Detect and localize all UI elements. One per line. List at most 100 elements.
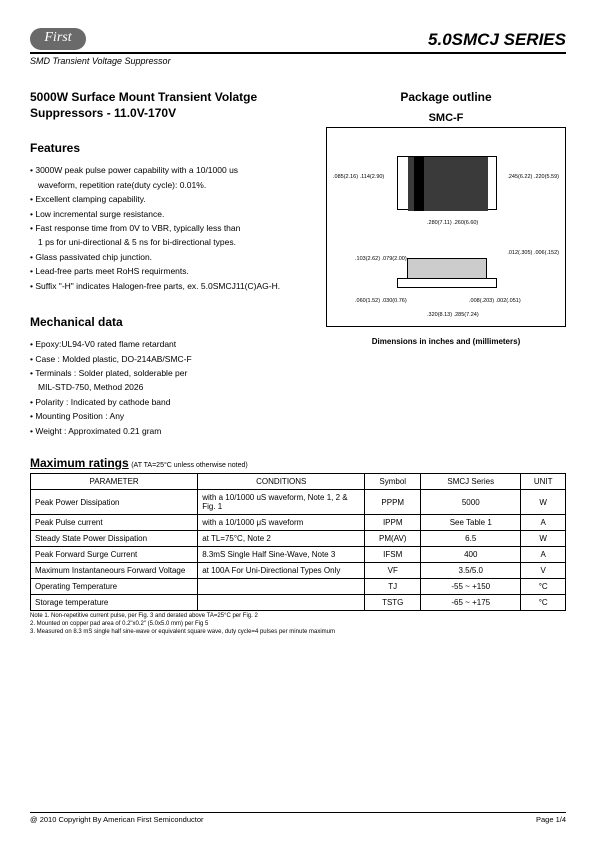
dim-label: .060(1.52) .030(0.76) — [355, 298, 407, 304]
table-row: Peak Power Dissipationwith a 10/1000 uS … — [31, 490, 566, 515]
dim-label: .085(2.16) .114(2.90) — [333, 174, 384, 180]
table-row: Storage temperature TSTG-65 ~ +175°C — [31, 595, 566, 611]
brand-logo: First — [30, 28, 86, 50]
mechanical-list: Epoxy:UL94-V0 rated flame retardantCase … — [30, 337, 308, 438]
table-cell: 400 — [421, 547, 521, 563]
table-cell: TSTG — [365, 595, 421, 611]
package-top-view — [397, 156, 497, 210]
table-cell: with a 10/1000 μS waveform — [198, 515, 365, 531]
list-item: Excellent clamping capability. — [30, 192, 308, 206]
list-item: Terminals : Solder plated, solderable pe… — [30, 366, 308, 380]
table-cell: °C — [521, 595, 566, 611]
table-cell — [198, 579, 365, 595]
table-row: Steady State Power Dissipationat TL=75°C… — [31, 531, 566, 547]
table-cell: Peak Power Dissipation — [31, 490, 198, 515]
features-list: 3000W peak pulse power capability with a… — [30, 163, 308, 293]
list-item: 3000W peak pulse power capability with a… — [30, 163, 308, 177]
note-line: 2. Mounted on copper pad area of 0.2"x0.… — [30, 621, 566, 629]
list-item: Mounting Position : Any — [30, 409, 308, 423]
list-item: Weight : Approximated 0.21 gram — [30, 424, 308, 438]
ratings-conditions-note: (AT TA=25°C unless otherwise noted) — [131, 462, 247, 469]
table-cell: 8.3mS Single Half Sine-Wave, Note 3 — [198, 547, 365, 563]
list-item: Suffix "-H" indicates Halogen-free parts… — [30, 279, 308, 293]
list-item: Lead-free parts meet RoHS requirments. — [30, 264, 308, 278]
table-cell: Peak Pulse current — [31, 515, 198, 531]
dim-label: .008(.203) .002(.051) — [469, 298, 521, 304]
table-cell: V — [521, 563, 566, 579]
table-row: Maximum Instantaneours Forward Voltageat… — [31, 563, 566, 579]
package-outline-title: Package outline — [326, 90, 566, 104]
features-heading: Features — [30, 141, 308, 155]
main-columns: 5000W Surface Mount Transient Volatge Su… — [30, 90, 566, 438]
table-cell: at 100A For Uni-Directional Types Only — [198, 563, 365, 579]
mechanical-heading: Mechanical data — [30, 315, 308, 329]
table-cell: PPPM — [365, 490, 421, 515]
list-item: Polarity : Indicated by cathode band — [30, 395, 308, 409]
list-item: MIL-STD-750, Method 2026 — [30, 380, 308, 394]
table-cell: 3.5/5.0 — [421, 563, 521, 579]
list-item: waveform, repetition rate(duty cycle): 0… — [30, 178, 308, 192]
table-cell: 5000 — [421, 490, 521, 515]
series-title: 5.0SMCJ SERIES — [428, 30, 566, 50]
header-subtitle: SMD Transient Voltage Suppressor — [30, 56, 566, 66]
table-cell: -55 ~ +150 — [421, 579, 521, 595]
table-header: SMCJ Series — [421, 474, 521, 490]
table-cell: 6.5 — [421, 531, 521, 547]
page-number: Page 1/4 — [536, 815, 566, 824]
table-cell: Storage temperature — [31, 595, 198, 611]
note-line: 3. Measured on 8.3 mS single half sine-w… — [30, 629, 566, 637]
table-cell: VF — [365, 563, 421, 579]
copyright-text: @ 2010 Copyright By American First Semic… — [30, 815, 204, 824]
table-cell: at TL=75°C, Note 2 — [198, 531, 365, 547]
table-cell: IFSM — [365, 547, 421, 563]
dim-label: .280(7.11) .260(6.60) — [427, 220, 478, 226]
maximum-ratings-section: Maximum ratings (AT TA=25°C unless other… — [30, 456, 566, 636]
table-cell: Operating Temperature — [31, 579, 198, 595]
list-item: Epoxy:UL94-V0 rated flame retardant — [30, 337, 308, 351]
table-cell: Maximum Instantaneours Forward Voltage — [31, 563, 198, 579]
ratings-heading: Maximum ratings — [30, 456, 129, 470]
table-cell: °C — [521, 579, 566, 595]
list-item: Low incremental surge resistance. — [30, 207, 308, 221]
table-cell: W — [521, 531, 566, 547]
page-footer: @ 2010 Copyright By American First Semic… — [30, 812, 566, 824]
package-side-view — [397, 258, 497, 292]
table-header: PARAMETER — [31, 474, 198, 490]
table-cell: with a 10/1000 uS waveform, Note 1, 2 & … — [198, 490, 365, 515]
table-header: UNIT — [521, 474, 566, 490]
table-cell — [198, 595, 365, 611]
table-header: CONDITIONS — [198, 474, 365, 490]
list-item: Case : Molded plastic, DO-214AB/SMC-F — [30, 352, 308, 366]
table-cell: A — [521, 515, 566, 531]
table-row: Operating Temperature TJ-55 ~ +150°C — [31, 579, 566, 595]
right-column: Package outline SMC-F .085(2.16) .114(2.… — [326, 90, 566, 438]
table-cell: See Table 1 — [421, 515, 521, 531]
dimensions-caption: Dimensions in inches and (millimeters) — [326, 337, 566, 346]
table-cell: IPPM — [365, 515, 421, 531]
note-line: Note 1. Non-repetitive current pulse, pe… — [30, 613, 566, 621]
ratings-notes: Note 1. Non-repetitive current pulse, pe… — [30, 613, 566, 636]
table-row: Peak Pulse currentwith a 10/1000 μS wave… — [31, 515, 566, 531]
left-column: 5000W Surface Mount Transient Volatge Su… — [30, 90, 308, 438]
package-name: SMC-F — [326, 112, 566, 124]
dim-label: .012(.305) .006(.152) — [507, 250, 559, 256]
product-title: 5000W Surface Mount Transient Volatge Su… — [30, 90, 308, 121]
package-drawing: .085(2.16) .114(2.90) .245(6.22) .220(5.… — [326, 127, 566, 327]
ratings-table: PARAMETER CONDITIONS Symbol SMCJ Series … — [30, 473, 566, 611]
table-cell: W — [521, 490, 566, 515]
dim-label: .320(8.13) .285(7.24) — [427, 312, 479, 318]
list-item: 1 ps for uni-directional & 5 ns for bi-d… — [30, 235, 308, 249]
table-cell: -65 ~ +175 — [421, 595, 521, 611]
table-row: Peak Forward Surge Current8.3mS Single H… — [31, 547, 566, 563]
table-cell: Peak Forward Surge Current — [31, 547, 198, 563]
list-item: Glass passivated chip junction. — [30, 250, 308, 264]
table-cell: Steady State Power Dissipation — [31, 531, 198, 547]
table-cell: TJ — [365, 579, 421, 595]
mechanical-section: Mechanical data Epoxy:UL94-V0 rated flam… — [30, 315, 308, 438]
table-cell: A — [521, 547, 566, 563]
table-cell: PM(AV) — [365, 531, 421, 547]
list-item: Fast response time from 0V to VBR, typic… — [30, 221, 308, 235]
dim-label: .245(6.22) .220(5.59) — [507, 174, 559, 180]
page-header: First 5.0SMCJ SERIES — [30, 28, 566, 54]
table-header: Symbol — [365, 474, 421, 490]
